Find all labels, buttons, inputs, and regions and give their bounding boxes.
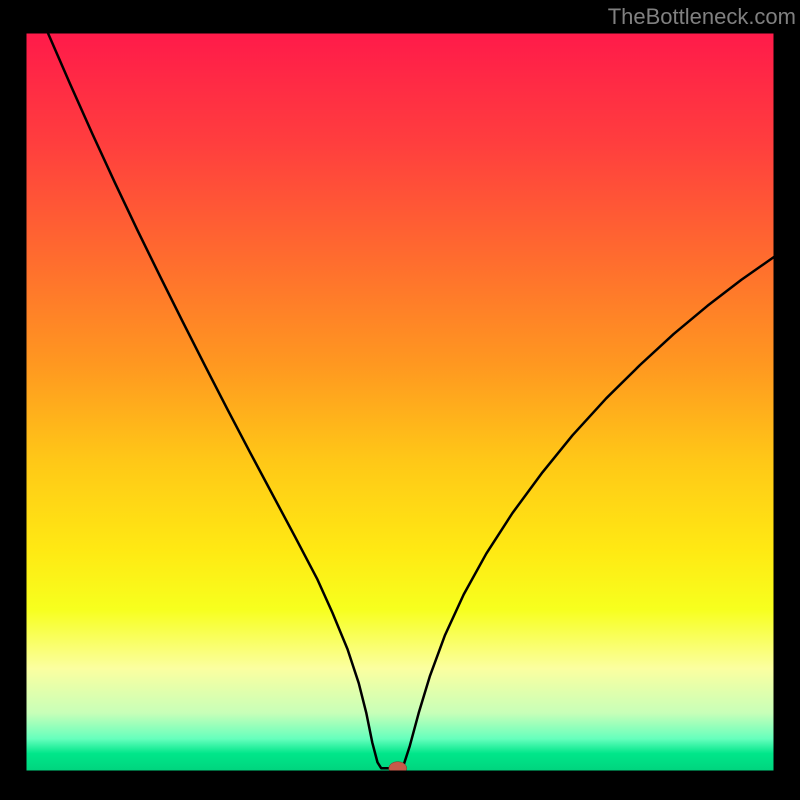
watermark-text: TheBottleneck.com xyxy=(608,4,796,30)
plot-background xyxy=(25,32,775,772)
plot-area xyxy=(25,32,775,772)
